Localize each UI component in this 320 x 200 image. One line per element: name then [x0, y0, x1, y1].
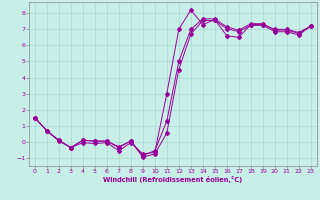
X-axis label: Windchill (Refroidissement éolien,°C): Windchill (Refroidissement éolien,°C)	[103, 176, 243, 183]
